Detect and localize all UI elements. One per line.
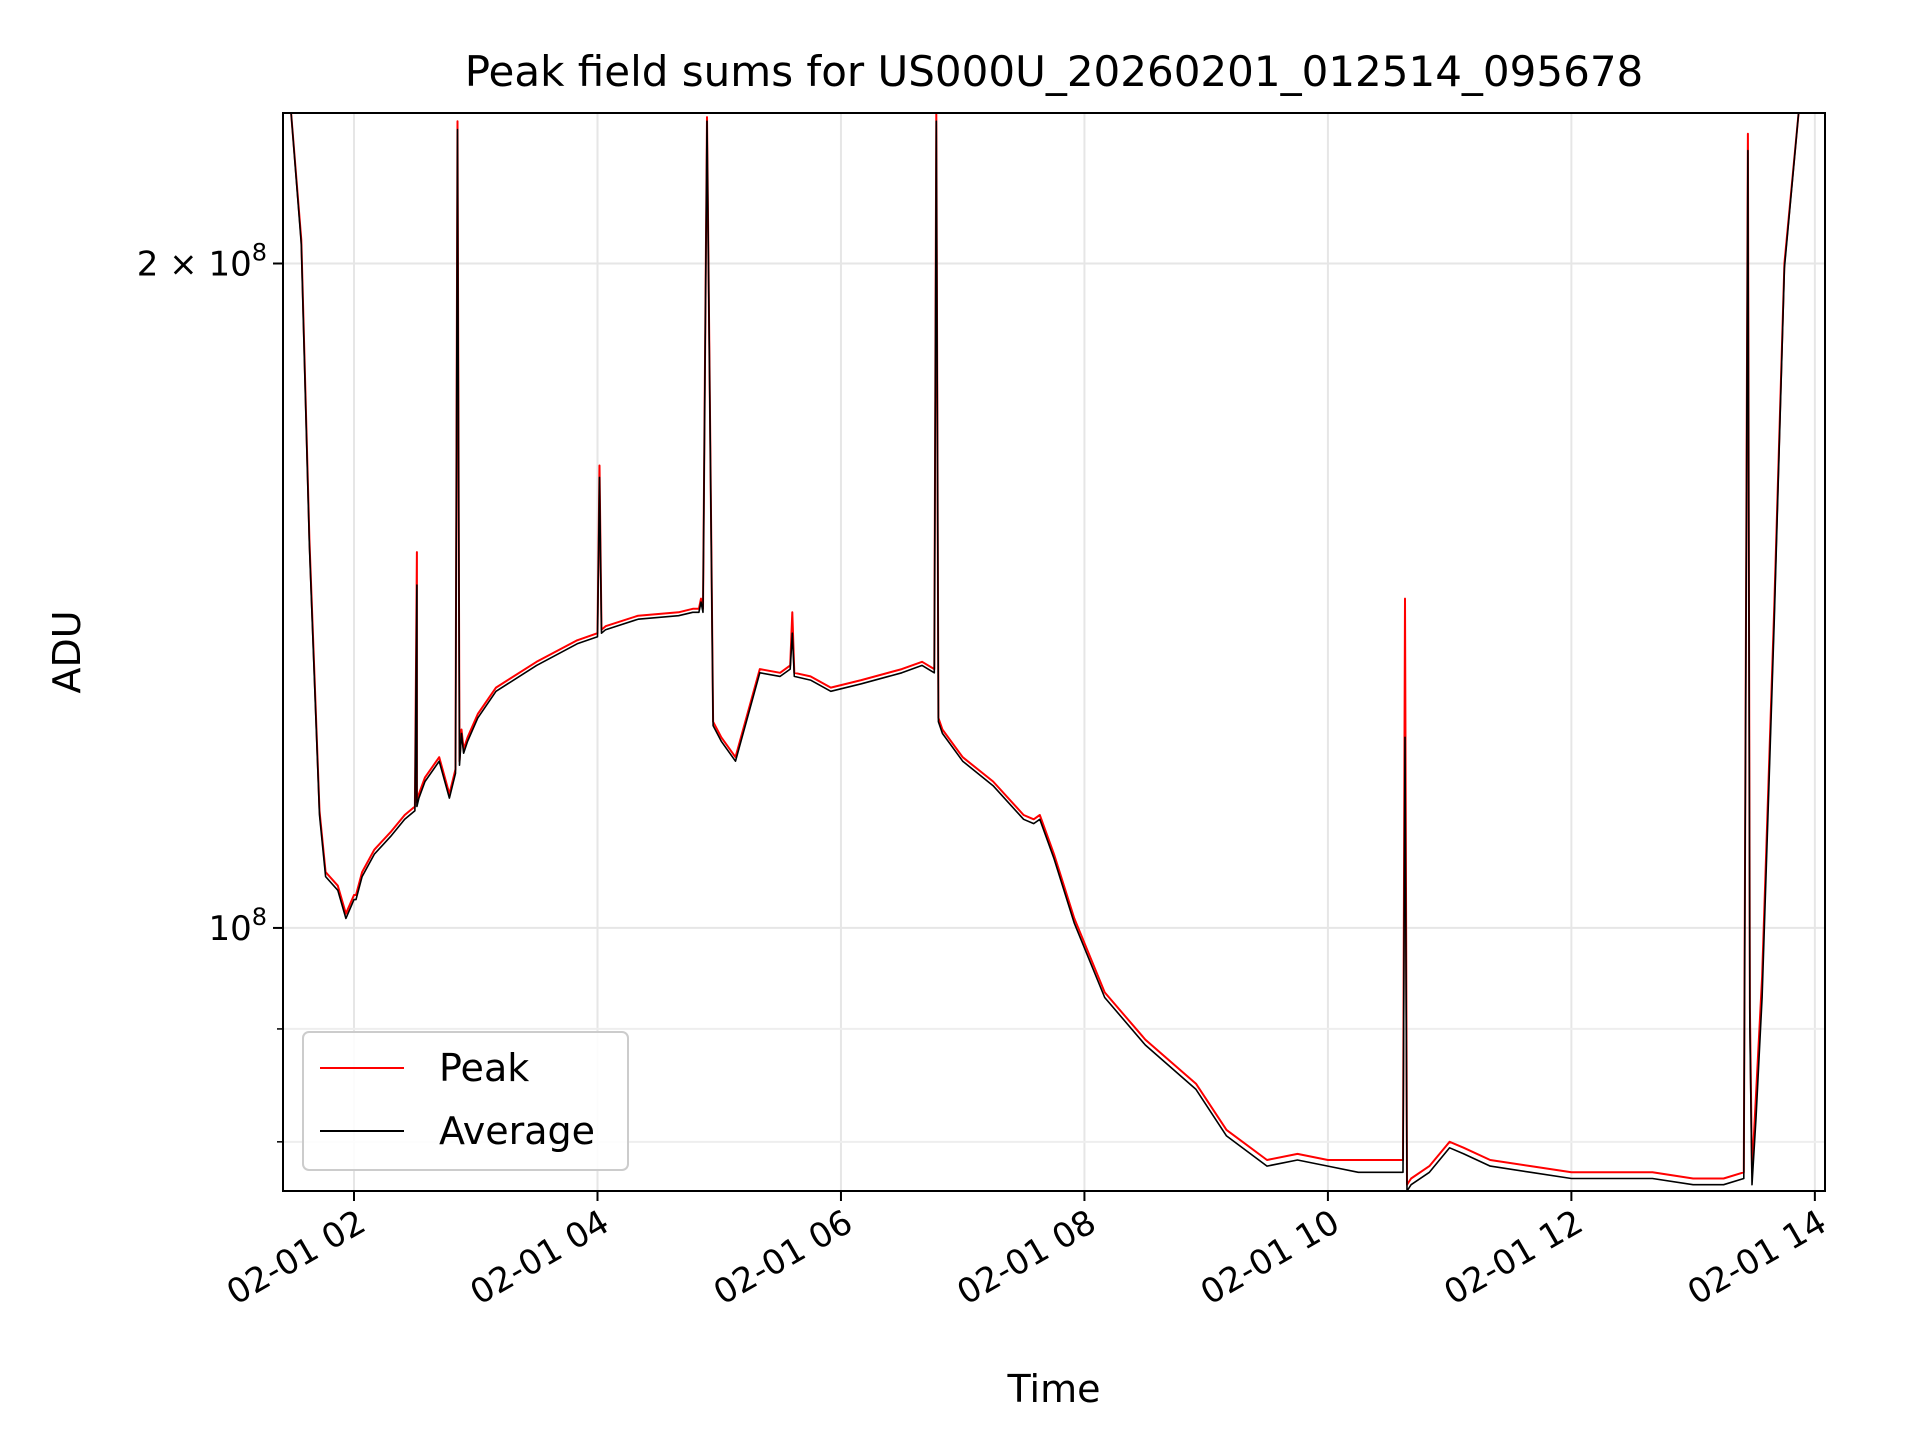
chart-title: Peak field sums for US000U_20260201_0125…	[465, 47, 1644, 96]
series-line-average	[283, 113, 1815, 1191]
legend-box	[302, 1031, 629, 1171]
series-layer	[283, 113, 1815, 1191]
plot-background	[283, 113, 1825, 1191]
legend: Peak Average	[302, 1031, 629, 1171]
x-axis-label: Time	[1007, 1367, 1101, 1411]
grid-lines	[283, 113, 1825, 1191]
legend-label-peak: Peak	[439, 1046, 529, 1090]
plot-frame	[282, 112, 1826, 1192]
y-tick-label: 2 × 108	[137, 238, 267, 284]
y-axis-label: ADU	[45, 610, 89, 693]
legend-label-average: Average	[439, 1109, 595, 1153]
